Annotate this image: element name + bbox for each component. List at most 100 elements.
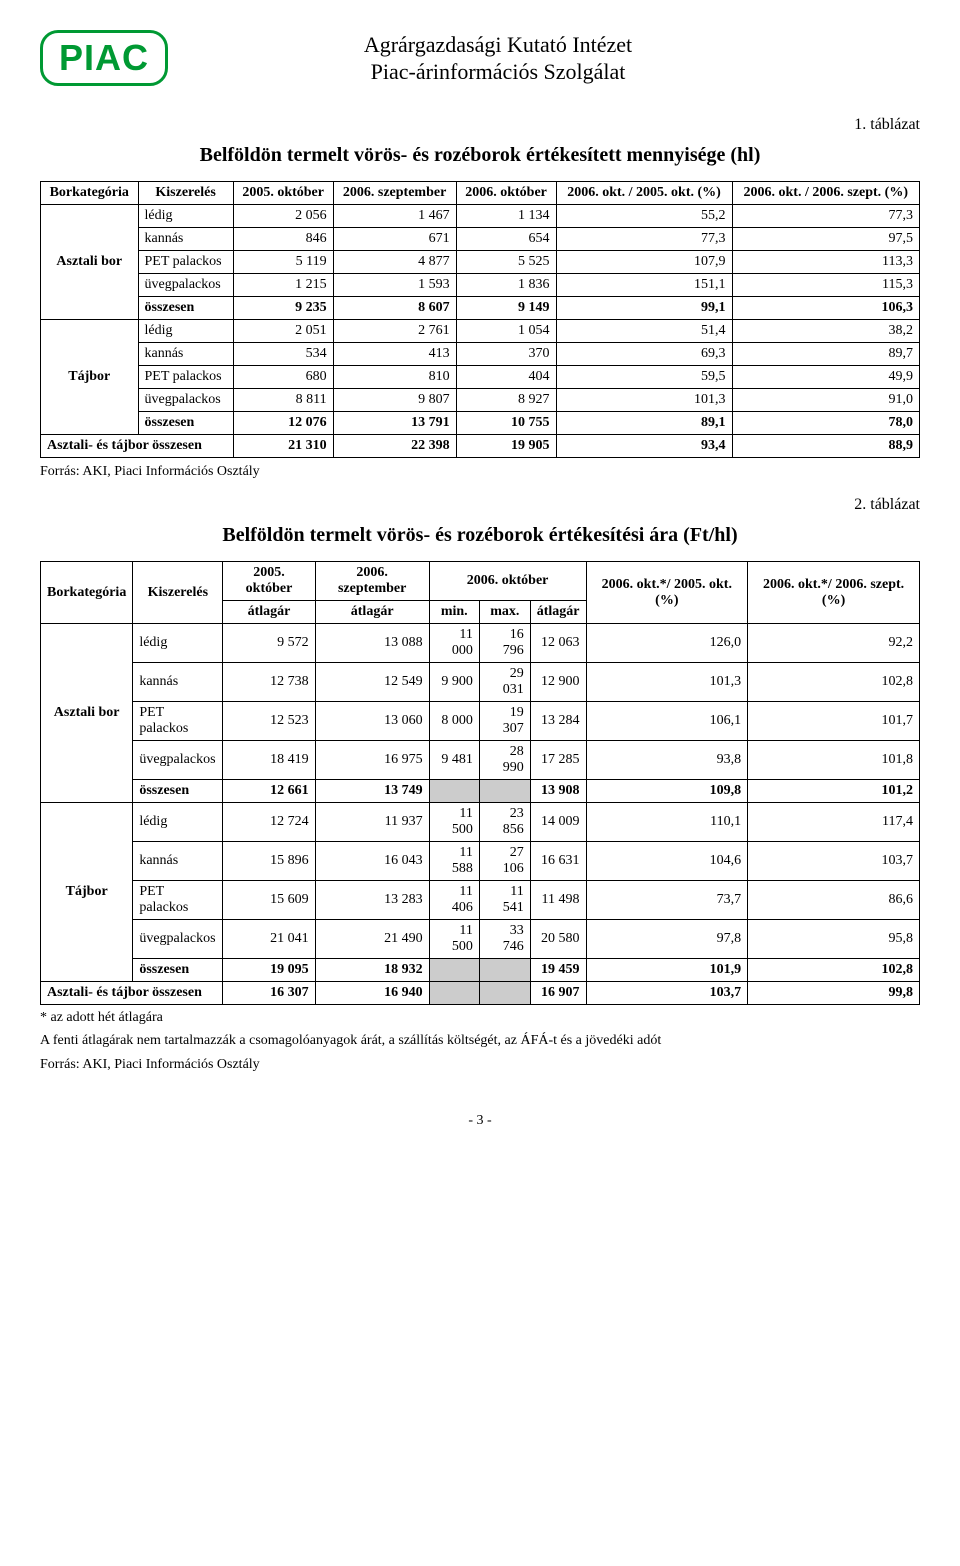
table-row: üvegpalackos1 2151 5931 836151,1115,3 — [41, 274, 920, 297]
kiszereles-cell: kannás — [138, 343, 233, 366]
value-cell: 107,9 — [556, 251, 732, 274]
value-cell: 12 724 — [223, 803, 315, 842]
value-cell: 110,1 — [586, 803, 748, 842]
kiszereles-cell: kannás — [138, 228, 233, 251]
value-cell: 101,8 — [748, 741, 920, 780]
value-cell: 8 927 — [456, 389, 556, 412]
value-cell — [429, 780, 479, 803]
kiszereles-cell: lédig — [133, 803, 223, 842]
kiszereles-cell: összesen — [138, 412, 233, 435]
value-cell: 22 398 — [333, 435, 456, 458]
value-cell: 13 284 — [530, 702, 586, 741]
value-cell: 106,1 — [586, 702, 748, 741]
value-cell: 413 — [333, 343, 456, 366]
table-row: PET palackos12 52313 0608 00019 30713 28… — [41, 702, 920, 741]
value-cell: 9 807 — [333, 389, 456, 412]
value-cell — [429, 959, 479, 982]
category-cell: Asztali bor — [41, 624, 133, 803]
value-cell: 11 498 — [530, 881, 586, 920]
value-cell: 19 307 — [479, 702, 530, 741]
value-cell: 16 043 — [315, 842, 429, 881]
value-cell: 77,3 — [732, 205, 920, 228]
value-cell: 10 755 — [456, 412, 556, 435]
value-cell: 846 — [233, 228, 333, 251]
value-cell: 9 481 — [429, 741, 479, 780]
value-cell: 8 607 — [333, 297, 456, 320]
t2-h-c5: 2006. okt.*/ 2006. szept. (%) — [748, 562, 920, 624]
value-cell: 38,2 — [732, 320, 920, 343]
table-row: Tájborlédig2 0512 7611 05451,438,2 — [41, 320, 920, 343]
value-cell: 115,3 — [732, 274, 920, 297]
table-row: kannás15 89616 04311 58827 10616 631104,… — [41, 842, 920, 881]
t2-h-cat: Borkategória — [41, 562, 133, 624]
table1-caption: 1. táblázat — [40, 116, 920, 134]
value-cell: 21 310 — [233, 435, 333, 458]
t2-h-kiz: Kiszerelés — [133, 562, 223, 624]
table-row: PET palackos5 1194 8775 525107,9113,3 — [41, 251, 920, 274]
t2-h-c1: 2005. október — [223, 562, 315, 601]
t1-h-c3: 2006. október — [456, 182, 556, 205]
value-cell: 1 134 — [456, 205, 556, 228]
kiszereles-cell: üvegpalackos — [138, 389, 233, 412]
value-cell: 102,8 — [748, 959, 920, 982]
table2-footnote1: * az adott hét átlagára — [40, 1009, 920, 1028]
value-cell: 103,7 — [748, 842, 920, 881]
value-cell: 93,4 — [556, 435, 732, 458]
t1-h-cat: Borkategória — [41, 182, 139, 205]
t1-h-c2: 2006. szeptember — [333, 182, 456, 205]
value-cell: 13 749 — [315, 780, 429, 803]
value-cell: 11 937 — [315, 803, 429, 842]
value-cell: 101,9 — [586, 959, 748, 982]
value-cell: 9 149 — [456, 297, 556, 320]
value-cell: 19 095 — [223, 959, 315, 982]
value-cell: 13 283 — [315, 881, 429, 920]
kiszereles-cell: kannás — [133, 663, 223, 702]
value-cell: 12 661 — [223, 780, 315, 803]
value-cell: 12 063 — [530, 624, 586, 663]
t2-h-c3: 2006. október — [429, 562, 586, 601]
value-cell: 55,2 — [556, 205, 732, 228]
total-row: Asztali- és tájbor összesen21 31022 3981… — [41, 435, 920, 458]
table-row: összesen19 09518 932 19 459101,9102,8 — [41, 959, 920, 982]
value-cell — [429, 982, 479, 1005]
value-cell: 12 549 — [315, 663, 429, 702]
value-cell: 29 031 — [479, 663, 530, 702]
value-cell: 16 796 — [479, 624, 530, 663]
value-cell: 13 060 — [315, 702, 429, 741]
value-cell: 404 — [456, 366, 556, 389]
value-cell: 101,3 — [556, 389, 732, 412]
value-cell: 654 — [456, 228, 556, 251]
table-row: összesen9 2358 6079 14999,1106,3 — [41, 297, 920, 320]
value-cell: 23 856 — [479, 803, 530, 842]
kiszereles-cell: összesen — [133, 959, 223, 982]
category-cell: Asztali bor — [41, 205, 139, 320]
table1-title: Belföldön termelt vörös- és rozéborok ér… — [40, 144, 920, 167]
value-cell: 49,9 — [732, 366, 920, 389]
kiszereles-cell: lédig — [138, 320, 233, 343]
value-cell: 19 459 — [530, 959, 586, 982]
value-cell: 12 900 — [530, 663, 586, 702]
page-header: PIAC Agrárgazdasági Kutató Intézet Piac-… — [40, 30, 920, 86]
value-cell: 28 990 — [479, 741, 530, 780]
kiszereles-cell: összesen — [133, 780, 223, 803]
value-cell: 1 836 — [456, 274, 556, 297]
value-cell — [479, 780, 530, 803]
value-cell: 11 500 — [429, 920, 479, 959]
value-cell: 8 000 — [429, 702, 479, 741]
t2-h-c2: 2006. szeptember — [315, 562, 429, 601]
table2-title: Belföldön termelt vörös- és rozéborok ér… — [40, 524, 920, 547]
table-row: kannás12 73812 5499 90029 03112 900101,3… — [41, 663, 920, 702]
value-cell: 9 900 — [429, 663, 479, 702]
value-cell: 16 307 — [223, 982, 315, 1005]
table-row: Tájborlédig12 72411 93711 50023 85614 00… — [41, 803, 920, 842]
piac-logo: PIAC — [40, 30, 168, 86]
value-cell — [479, 982, 530, 1005]
value-cell: 13 908 — [530, 780, 586, 803]
table-row: kannás53441337069,389,7 — [41, 343, 920, 366]
value-cell: 17 285 — [530, 741, 586, 780]
table1: Borkategória Kiszerelés 2005. október 20… — [40, 181, 920, 458]
value-cell: 69,3 — [556, 343, 732, 366]
value-cell: 1 467 — [333, 205, 456, 228]
value-cell: 16 631 — [530, 842, 586, 881]
value-cell: 18 932 — [315, 959, 429, 982]
